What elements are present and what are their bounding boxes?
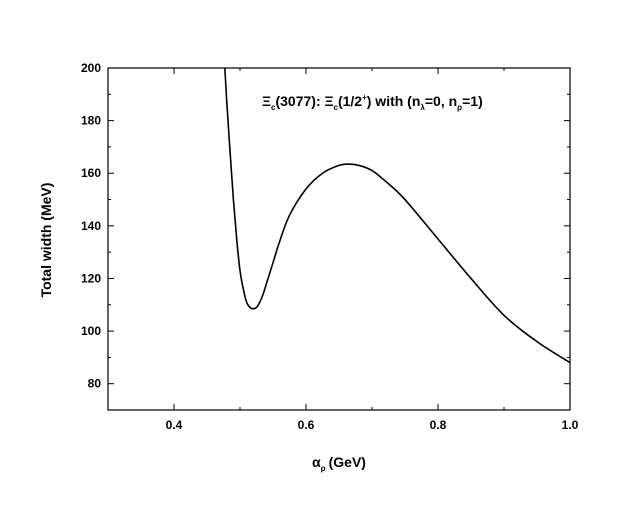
y-axis-label: Total width (MeV) xyxy=(38,183,54,298)
y-tick-label: 80 xyxy=(88,377,102,391)
x-tick-label: 1.0 xyxy=(562,418,579,432)
annotation-part8: λ xyxy=(420,103,425,112)
x-axis-label-symbol: α xyxy=(312,454,321,470)
annotation-part10: ρ xyxy=(457,103,462,112)
annotation-part6: + xyxy=(362,93,367,102)
y-tick-label: 180 xyxy=(81,114,101,128)
annotation: Ξc(3077): Ξc(1/2+) with (nλ=0, nρ=1) xyxy=(262,93,483,112)
x-tick-label: 0.6 xyxy=(298,418,315,432)
annotation-part7: ) with (n xyxy=(367,93,421,109)
plot-frame xyxy=(107,67,571,411)
x-axis-label-unit: (GeV) xyxy=(329,454,366,470)
annotation-part11: =1) xyxy=(462,93,483,109)
annotation-part9: =0, n xyxy=(425,93,457,109)
x-axis-label-subscript: ρ xyxy=(321,464,326,473)
annotation-part3: (3077): Ξ xyxy=(275,93,333,109)
x-axis-label: αρ (GeV) xyxy=(312,454,366,473)
annotation-part1: Ξ xyxy=(262,93,271,109)
y-tick-label: 120 xyxy=(81,271,101,285)
series-line xyxy=(224,67,571,364)
annotation-part2: c xyxy=(271,103,276,112)
y-tick-label: 100 xyxy=(81,324,101,338)
y-tick-label: 200 xyxy=(81,61,101,75)
y-tick-label: 160 xyxy=(81,166,101,180)
x-tick-label: 0.8 xyxy=(430,418,447,432)
annotation-part4: c xyxy=(334,103,339,112)
tick-labels: 0.4 0.6 0.8 1.0 80 100 120 140 160 180 200 xyxy=(81,61,579,432)
ticks xyxy=(107,67,571,411)
y-tick-label: 140 xyxy=(81,219,101,233)
annotation-part5: (1/2 xyxy=(338,93,362,109)
x-tick-label: 0.4 xyxy=(166,418,183,432)
